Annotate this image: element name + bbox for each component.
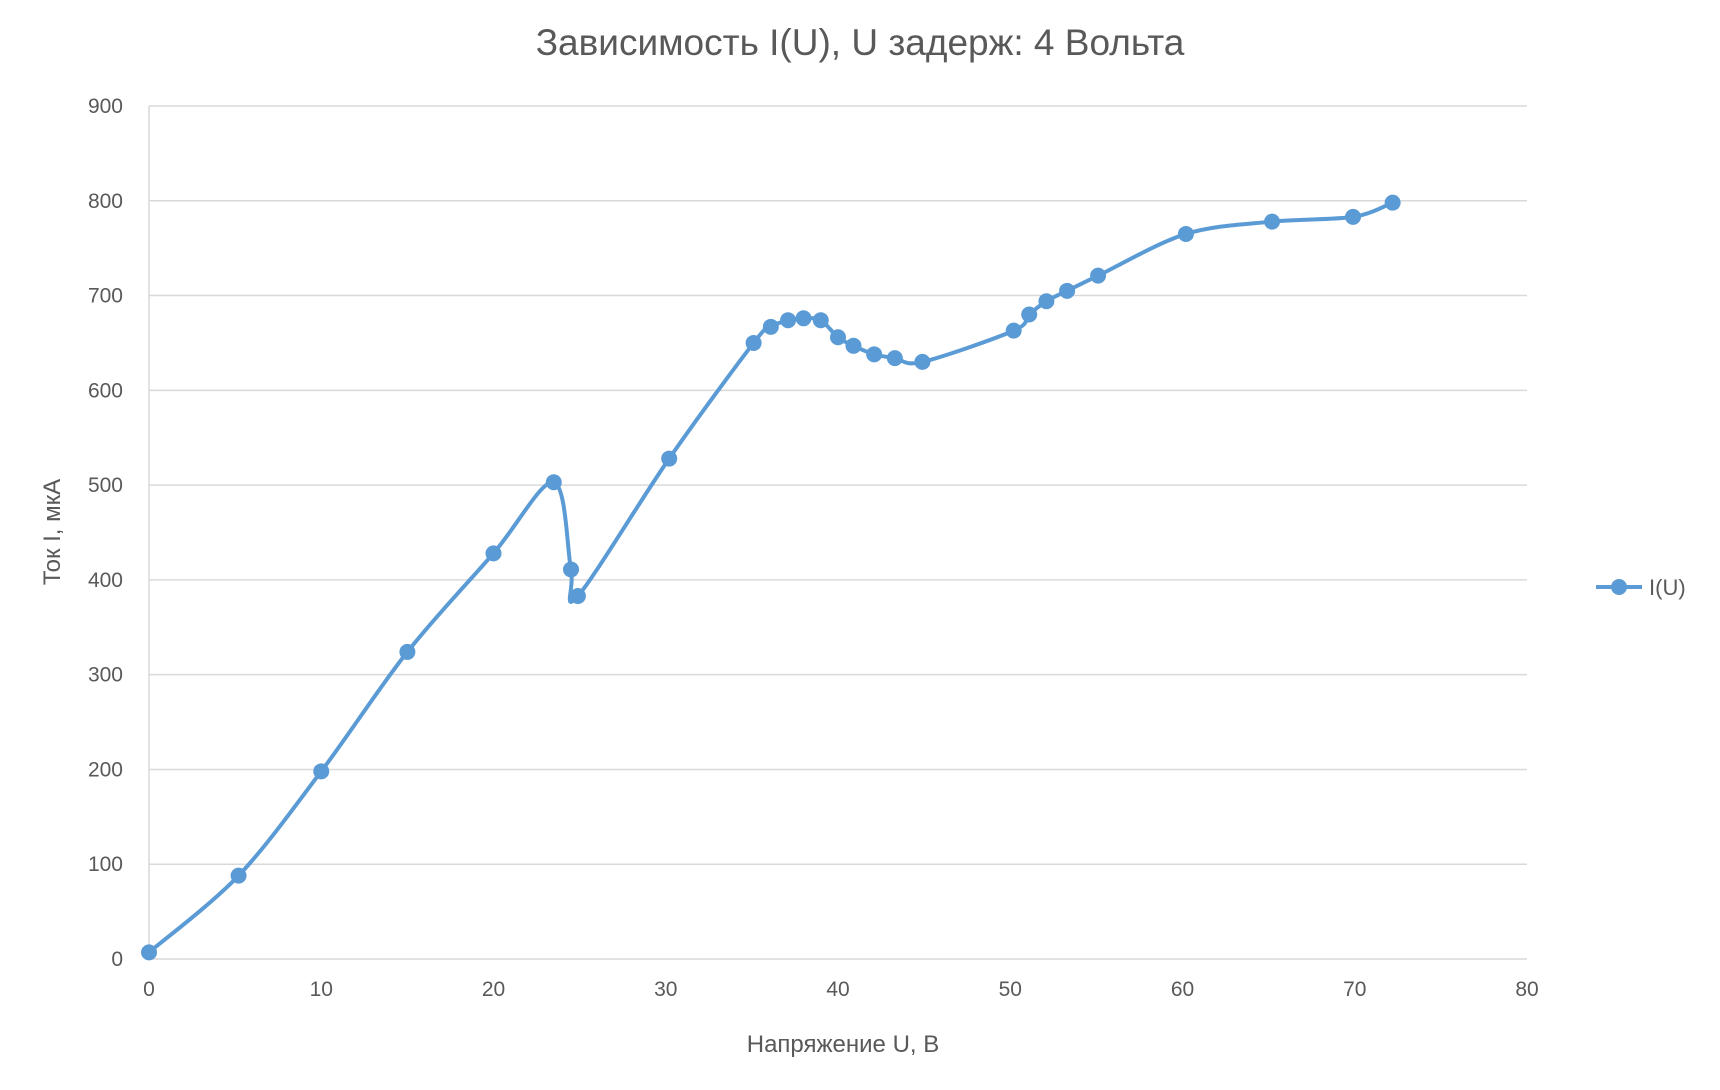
data-point	[1090, 267, 1107, 284]
x-tick-label: 60	[1171, 978, 1194, 1001]
data-point	[563, 561, 580, 578]
data-point	[830, 329, 846, 346]
x-tick-label: 10	[310, 978, 333, 1001]
y-axis-label: Ток I, мкА	[39, 479, 66, 585]
data-point	[313, 763, 330, 780]
gridlines	[148, 105, 1527, 960]
y-tick-label: 300	[88, 664, 123, 687]
data-point	[569, 588, 586, 605]
y-tick-label: 0	[111, 948, 123, 971]
y-tick-label: 600	[88, 379, 123, 402]
data-point	[845, 337, 862, 354]
legend-label: I(U)	[1649, 575, 1686, 600]
data-point	[866, 346, 883, 363]
y-tick-label: 800	[88, 190, 123, 213]
data-point	[780, 312, 797, 329]
data-point	[545, 474, 562, 491]
x-tick-label: 50	[999, 978, 1022, 1001]
y-axis-ticks: 0 100 200 300 400 500 600 700 800 900	[88, 95, 123, 971]
data-point	[1264, 213, 1281, 230]
data-point	[1177, 225, 1194, 242]
data-point	[886, 350, 903, 367]
y-tick-label: 700	[88, 285, 123, 308]
x-tick-label: 30	[654, 978, 677, 1001]
y-tick-label: 500	[88, 474, 123, 497]
data-point	[1384, 194, 1401, 211]
x-tick-label: 80	[1515, 978, 1538, 1001]
x-axis-ticks: 0 10 20 30 40 50 60 70 80	[143, 978, 1539, 1001]
data-point	[1059, 282, 1076, 299]
data-point	[1038, 293, 1055, 310]
data-point	[230, 867, 247, 884]
x-tick-label: 20	[482, 978, 505, 1001]
x-tick-label: 40	[826, 978, 849, 1001]
data-point	[1005, 322, 1022, 339]
series-line	[147, 200, 1395, 955]
y-tick-label: 400	[88, 569, 123, 592]
x-axis-label: Напряжение U, В	[747, 1031, 940, 1058]
y-tick-label: 900	[88, 95, 123, 118]
data-markers	[141, 194, 1401, 961]
data-point	[914, 353, 931, 370]
y-tick-label: 100	[88, 853, 123, 876]
data-point	[1345, 208, 1362, 225]
data-point	[762, 318, 779, 335]
data-point	[1021, 306, 1038, 323]
legend: I(U)	[1596, 575, 1686, 600]
data-point	[399, 643, 416, 660]
y-tick-label: 200	[88, 758, 123, 781]
x-tick-label: 0	[143, 978, 155, 1001]
chart-title: Зависимость I(U), U задерж: 4 Вольта	[536, 22, 1185, 63]
data-point	[141, 944, 157, 961]
x-tick-label: 70	[1343, 978, 1366, 1001]
legend-marker	[1611, 579, 1627, 595]
data-point	[745, 334, 762, 351]
data-point	[812, 312, 829, 329]
data-point	[661, 450, 678, 467]
data-point	[485, 545, 502, 562]
data-point	[795, 310, 812, 327]
